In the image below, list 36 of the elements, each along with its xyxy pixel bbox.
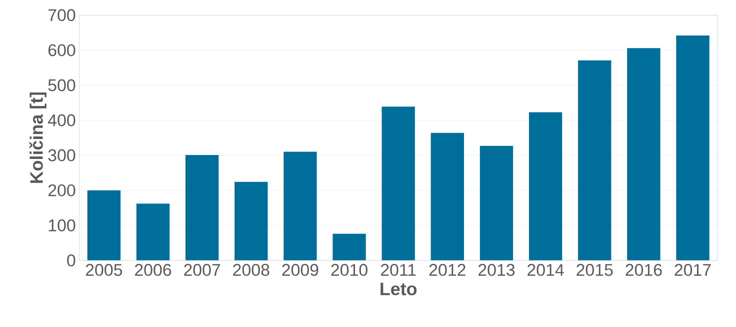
x-tick-label: 2009 — [282, 264, 318, 276]
x-axis-title: Leto — [380, 282, 417, 296]
x-tick-label: 2016 — [626, 264, 662, 276]
x-tick-label: 2012 — [429, 264, 466, 276]
bar — [480, 146, 514, 260]
bar — [676, 35, 710, 260]
y-axis-title: Količina [t] — [29, 92, 46, 183]
x-tick-label: 2005 — [86, 264, 122, 276]
bar — [136, 204, 170, 260]
x-tick-label: 2007 — [184, 264, 220, 276]
x-tick-label: 2017 — [674, 264, 711, 276]
bar — [284, 152, 317, 260]
bar — [234, 182, 268, 260]
bar — [87, 190, 121, 260]
x-tick-label: 2013 — [478, 264, 515, 276]
y-tick-label: 500 — [48, 79, 76, 92]
y-tick-label: 200 — [48, 184, 76, 196]
x-tick-label: 2010 — [331, 264, 368, 276]
y-tick-label: 0 — [67, 254, 76, 266]
x-tick-label: 2006 — [135, 264, 172, 276]
bar — [382, 106, 415, 260]
bar — [528, 112, 562, 260]
y-tick-label: 100 — [48, 219, 76, 232]
x-tick-label: 2011 — [380, 264, 416, 276]
bar — [185, 154, 219, 260]
y-tick-label: 300 — [48, 149, 76, 162]
bar — [578, 60, 612, 260]
x-tick-label: 2008 — [233, 264, 270, 276]
x-tick-label: 2014 — [528, 264, 564, 276]
y-tick-label: 400 — [48, 114, 76, 126]
bar — [627, 48, 660, 260]
x-tick-label: 2015 — [576, 264, 613, 276]
y-tick-label: 700 — [48, 9, 76, 22]
bar — [332, 234, 366, 260]
bar — [430, 132, 464, 260]
y-tick-label: 600 — [48, 44, 76, 56]
